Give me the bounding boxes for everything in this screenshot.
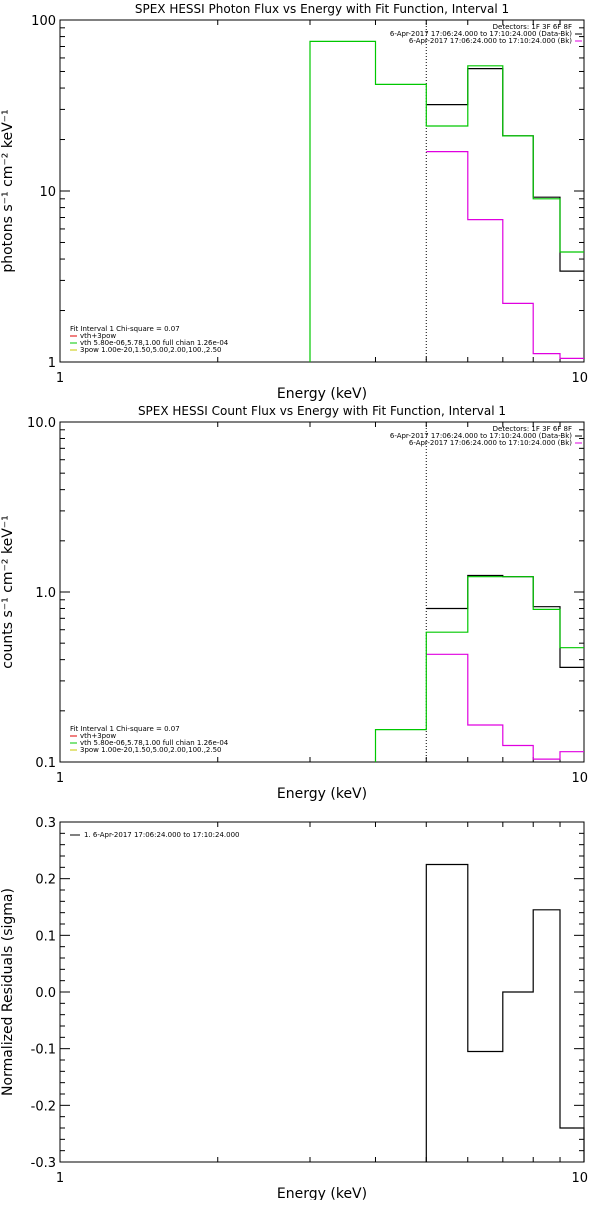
series-line-2 <box>426 151 584 359</box>
y-axis-label: photons s⁻¹ cm⁻² keV⁻¹ <box>0 109 16 272</box>
y-axis-label: counts s⁻¹ cm⁻² keV⁻¹ <box>0 515 16 669</box>
series-line-3 <box>309 40 584 362</box>
y-tick-label: -0.1 <box>31 1043 56 1058</box>
y-tick-label: 100 <box>31 14 56 29</box>
series-line-1 <box>425 863 585 1162</box>
legend-entry: Detectors: 1F 3F 6F 8F <box>493 23 572 31</box>
y-tick-label: 0.2 <box>35 873 56 888</box>
legend-entry: Detectors: 1F 3F 6F 8F <box>493 425 572 433</box>
chart-title: SPEX HESSI Photon Flux vs Energy with Fi… <box>135 2 509 16</box>
legend-entry: vth+3pow <box>80 732 116 740</box>
series-line-2 <box>426 653 584 760</box>
plot-frame <box>59 19 585 363</box>
legend-entry: Fit Interval 1 Chi-square = 0.07 <box>70 325 180 333</box>
y-axis-label: Normalized Residuals (sigma) <box>0 888 16 1096</box>
series-line-3 <box>374 576 584 762</box>
legend-entry: Fit Interval 1 Chi-square = 0.07 <box>70 725 180 733</box>
x-tick-label: 1 <box>56 371 64 386</box>
x-axis-label: Energy (keV) <box>277 786 367 802</box>
legend-entry: vth+3pow <box>80 332 116 340</box>
legend-entry: vth 5.80e-06,5.78,1.00 full chian 1.26e-… <box>80 739 229 747</box>
y-tick-label: 10.0 <box>27 416 56 431</box>
chart-title: SPEX HESSI Count Flux vs Energy with Fit… <box>138 404 506 418</box>
panel-1: SPEX HESSI Photon Flux vs Energy with Fi… <box>0 2 588 402</box>
y-tick-label: 0.1 <box>35 756 56 771</box>
panel-3: 1 10 -0.3 -0.2 -0.1 0.0 0.1 0.2 0.3 Energy (keV) N… <box>0 816 588 1202</box>
x-tick-label: 1 <box>56 771 64 786</box>
legend-entry: 3pow 1.00e-20,1.50,5.00,2.00,100.,2.50 <box>80 346 222 354</box>
y-tick-label: -0.2 <box>31 1099 56 1114</box>
x-tick-label: 1 <box>56 1171 64 1186</box>
legend-entry: 6-Apr-2017 17:06:24.000 to 17:10:24.000 … <box>409 439 572 447</box>
y-tick-label: 1.0 <box>35 586 56 601</box>
y-tick-label: -0.3 <box>31 1156 56 1171</box>
x-axis-label: Energy (keV) <box>277 1186 367 1200</box>
legend-entry: 6-Apr-2017 17:06:24.000 to 17:10:24.000 … <box>409 37 572 45</box>
y-tick-label: 0.0 <box>35 986 56 1001</box>
panel-2: SPEX HESSI Count Flux vs Energy with Fit… <box>0 404 588 802</box>
legend-entry: 1. 6-Apr-2017 17:06:24.000 to 17:10:24.0… <box>84 831 239 839</box>
legend-entry: 6-Apr-2017 17:06:24.000 to 17:10:24.000 … <box>390 30 572 38</box>
plot-frame <box>59 421 585 763</box>
y-tick-label: 0.1 <box>35 929 56 944</box>
x-tick-label: 10 <box>571 371 588 386</box>
x-tick-label: 10 <box>571 771 588 786</box>
legend-entry: 6-Apr-2017 17:06:24.000 to 17:10:24.000 … <box>390 432 572 440</box>
x-axis-label: Energy (keV) <box>277 386 367 402</box>
x-tick-label: 10 <box>571 1171 588 1186</box>
y-tick-label: 10 <box>39 185 56 200</box>
legend-entry: vth 5.80e-06,5.78,1.00 full chian 1.26e-… <box>80 339 229 347</box>
y-tick-label: 0.3 <box>35 816 56 831</box>
y-tick-label: 1 <box>48 356 56 371</box>
legend-entry: 3pow 1.00e-20,1.50,5.00,2.00,100.,2.50 <box>80 746 222 754</box>
